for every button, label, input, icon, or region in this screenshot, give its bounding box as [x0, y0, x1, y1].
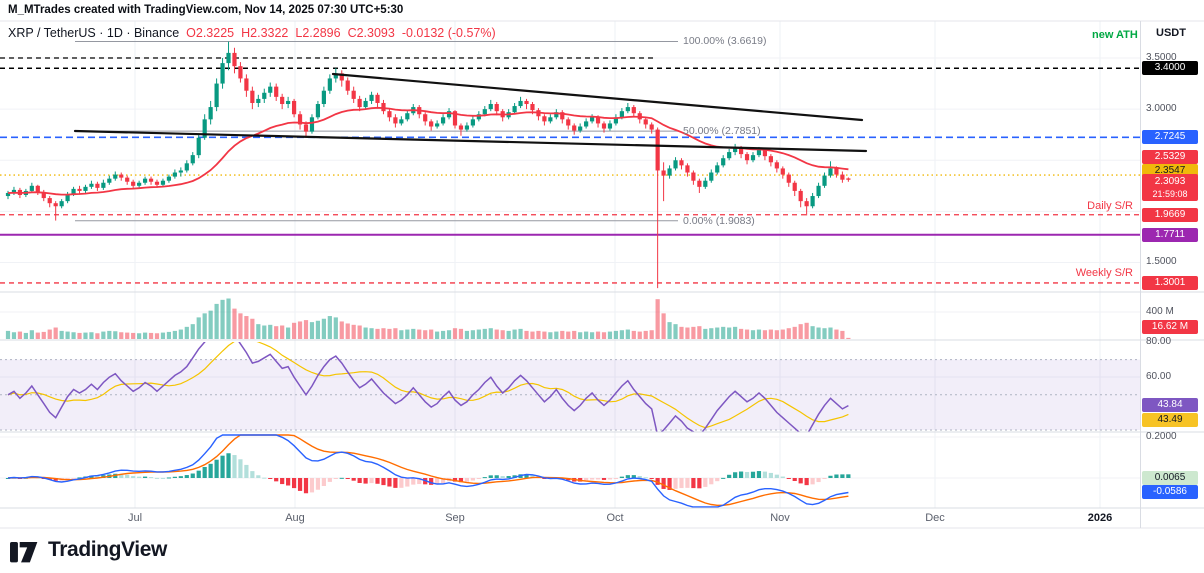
time-label-sep: Sep: [445, 512, 465, 524]
time-label-nov: Nov: [770, 512, 790, 524]
ath-label: new ATH: [1092, 29, 1138, 41]
price-tick-3.0000: 3.0000: [1146, 103, 1177, 114]
time-label-oct: Oct: [606, 512, 624, 524]
price-tick-1.5000: 1.5000: [1146, 256, 1177, 267]
current-price: 2.3093: [1154, 176, 1186, 187]
change-value: -0.0132 (-0.57%): [401, 26, 496, 40]
price-tick-3.5000: 3.5000: [1146, 52, 1177, 63]
rsi-ma-value-badge: 43.49: [1142, 413, 1198, 427]
price-badge-2.7245: 2.7245: [1142, 130, 1198, 144]
fib-label-0: 0.00% (1.9083): [683, 214, 755, 227]
ohlc-close: C2.3093: [347, 26, 395, 40]
daily-sr-label: Daily S/R: [1087, 200, 1133, 212]
ohlc-open: O2.3225: [186, 26, 235, 40]
price-badge-1.7711: 1.7711: [1142, 228, 1198, 242]
quote-currency-label: USDT: [1156, 27, 1186, 39]
attribution-text: M_MTrades created with TradingView.com, …: [8, 4, 404, 16]
time-label-aug: Aug: [285, 512, 305, 524]
symbol-header: XRP / TetherUS · 1D · Binance O2.3225 H2…: [8, 26, 496, 40]
current-price-badge: 2.3093 21:59:08: [1142, 174, 1198, 201]
volume-tick-400m: 400 M: [1146, 306, 1174, 317]
macd-line-value-badge: -0.0586: [1142, 485, 1198, 499]
bar-countdown: 21:59:08: [1152, 189, 1188, 199]
symbol-title: XRP / TetherUS · 1D · Binance: [8, 26, 180, 40]
tradingview-logo-icon: [10, 542, 38, 563]
time-label-2026: 2026: [1087, 512, 1113, 524]
ma-value-badge: 2.5329: [1142, 150, 1198, 164]
tradingview-logo[interactable]: TradingView: [10, 537, 167, 563]
weekly-sr-badge: 1.3001: [1142, 276, 1198, 290]
rsi-tick-60: 60.00: [1146, 371, 1172, 382]
chart-canvas[interactable]: [0, 0, 1204, 530]
ohlc-low: L2.2896: [295, 26, 341, 40]
weekly-sr-label: Weekly S/R: [1075, 267, 1133, 279]
time-label-jul: Jul: [127, 512, 143, 524]
rsi-value-badge: 43.84: [1142, 398, 1198, 412]
fib-label-50: 50.00% (2.7851): [683, 125, 761, 138]
macd-tick-0.2: 0.2000: [1146, 431, 1177, 442]
macd-hist-value-badge: 0.0065: [1142, 471, 1198, 485]
ohlc-high: H2.3322: [241, 26, 289, 40]
rsi-tick-80: 80.00: [1146, 336, 1172, 347]
fib-label-100: 100.00% (3.6619): [683, 35, 767, 48]
price-badge-3.4000: 3.4000: [1142, 61, 1198, 75]
tradingview-wordmark: TradingView: [48, 538, 167, 561]
time-label-dec: Dec: [925, 512, 945, 524]
volume-value-badge: 16.62 M: [1142, 320, 1198, 334]
daily-sr-badge: 1.9669: [1142, 208, 1198, 222]
